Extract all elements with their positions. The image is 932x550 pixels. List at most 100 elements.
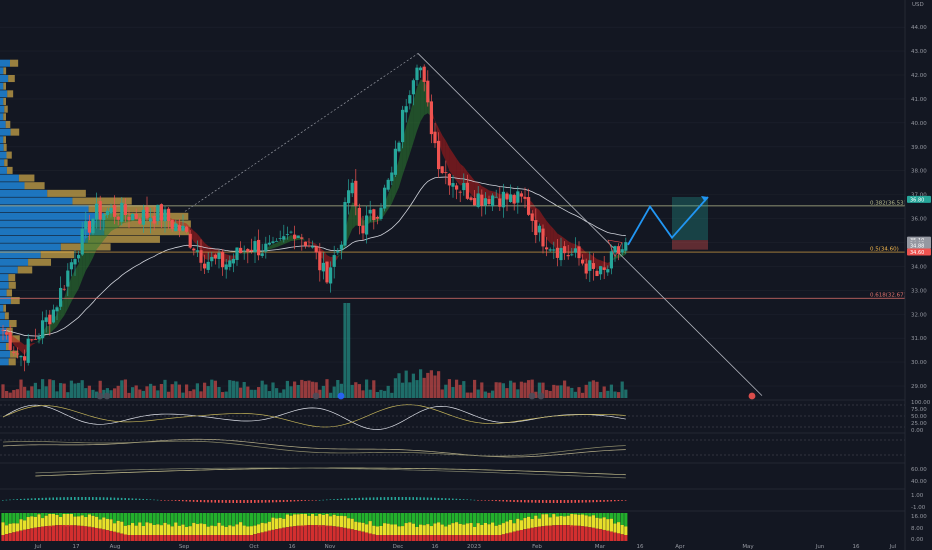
- volume-bar-113: [408, 382, 412, 398]
- candle-body-81: [293, 234, 297, 239]
- hist-bar-55: [200, 500, 202, 503]
- heat-yellow-64: [231, 526, 235, 535]
- price-label-0: 36.80: [910, 197, 924, 203]
- heat-red-115: [415, 535, 419, 541]
- pane2-tick-0: 1.00: [911, 493, 924, 499]
- ribbon-segment-9: [31, 342, 36, 346]
- volume-bar-11: [41, 379, 45, 398]
- candlesticks[interactable]: [1, 64, 628, 372]
- heat-yellow-110: [397, 526, 401, 535]
- price-tick-10: 34.00: [911, 264, 927, 270]
- volume-bar-12: [44, 386, 48, 398]
- hist-bar-166: [599, 500, 602, 502]
- candle-body-35: [127, 216, 131, 221]
- heat-red-116: [419, 535, 423, 541]
- heat-green-69: [249, 513, 253, 527]
- heat-green-100: [361, 513, 365, 523]
- heat-yellow-30: [109, 519, 113, 531]
- hist-bar-132: [477, 500, 479, 501]
- volume-profile-bar-blue-22: [0, 189, 48, 197]
- heat-yellow-23: [84, 517, 88, 527]
- heat-yellow-146: [527, 516, 531, 529]
- time-tick-10: Feb: [532, 544, 542, 550]
- heat-red-167: [602, 529, 606, 541]
- candle-body-61: [221, 251, 225, 268]
- ribbon-segment-57: [204, 242, 209, 260]
- volume-bar-121: [437, 371, 441, 398]
- heat-red-146: [527, 528, 531, 541]
- hist-bar-33: [120, 497, 123, 500]
- hist-bar-58: [210, 500, 213, 503]
- heat-green-20: [73, 513, 77, 517]
- heat-red-164: [591, 527, 595, 541]
- hist-bar-20: [74, 497, 76, 500]
- hist-bar-62: [225, 500, 227, 503]
- heat-yellow-7: [26, 517, 30, 530]
- pane-dividers: [0, 399, 932, 512]
- candle-body-88: [318, 251, 322, 271]
- hist-bar-75: [272, 500, 274, 503]
- projection-drawing[interactable]: [607, 196, 709, 258]
- candle-body-99: [357, 207, 361, 226]
- candle-body-91: [329, 267, 333, 284]
- candle-body-98: [354, 180, 358, 207]
- hist-bar-21: [77, 497, 80, 500]
- pane2-tick-1: -1.00: [911, 505, 926, 511]
- volume-bar-2: [8, 392, 12, 398]
- heat-red-108: [390, 535, 394, 541]
- volume-profile-bar-gold-2: [5, 342, 11, 351]
- volume-bar-76: [275, 388, 279, 398]
- volume-bar-46: [167, 391, 171, 398]
- heat-red-57: [206, 535, 210, 541]
- heat-yellow-83: [300, 514, 304, 527]
- volume-bar-9: [33, 382, 37, 398]
- candle-body-2: [8, 332, 12, 350]
- osc3-line-1: [35, 467, 626, 479]
- hist-bar-124: [448, 498, 450, 500]
- heat-yellow-157: [566, 515, 570, 526]
- heat-red-82: [296, 525, 300, 541]
- volume-bar-138: [498, 382, 502, 398]
- volume-profile-bar-blue-34: [0, 97, 4, 106]
- heat-green-131: [473, 513, 477, 527]
- heat-green-50: [181, 513, 185, 525]
- event-badges[interactable]: [96, 392, 756, 400]
- heat-yellow-77: [278, 517, 282, 529]
- hist-bar-79: [286, 500, 288, 502]
- heat-yellow-1: [5, 525, 9, 535]
- heat-green-56: [203, 513, 207, 525]
- price-tick-7: 37.00: [911, 193, 927, 199]
- candle-body-68: [246, 249, 250, 252]
- hist-bar-25: [92, 497, 94, 500]
- pane3-tick-1: 8.00: [911, 526, 924, 532]
- heat-yellow-148: [534, 515, 538, 528]
- time-axis[interactable]: Jul 17 Aug Sep Oct 16 Nov Dec 16 2023 Feb Mar 16 Apr M…: [34, 544, 897, 550]
- hist-bar-29: [106, 497, 108, 500]
- volume-bar-168: [606, 390, 610, 398]
- volume-bar-165: [595, 381, 599, 398]
- volume-bar-115: [415, 380, 419, 398]
- candle-body-52: [188, 233, 192, 248]
- heat-green-147: [530, 513, 534, 519]
- heat-green-12: [44, 513, 48, 516]
- heat-yellow-140: [505, 521, 509, 534]
- heat-green-124: [447, 513, 451, 525]
- heat-yellow-25: [91, 515, 95, 528]
- price-axis[interactable]: 44.00 43.00 42.00 41.00 40.00 39.00 38.00 37.00…: [904, 0, 932, 550]
- volume-bar-110: [397, 373, 401, 398]
- hist-bar-167: [603, 500, 605, 502]
- heat-yellow-37: [134, 525, 138, 535]
- candle-body-59: [213, 254, 217, 259]
- heat-green-135: [487, 513, 491, 525]
- volume-profile-bar-gold-31: [5, 120, 11, 128]
- volume-profile-bar-blue-7: [0, 304, 4, 312]
- heat-yellow-104: [375, 526, 379, 535]
- heat-red-6: [23, 529, 27, 541]
- candle-body-117: [422, 66, 426, 82]
- candle-body-129: [465, 182, 469, 199]
- hist-bar-117: [423, 497, 425, 500]
- volume-profile-bar-blue-12: [0, 266, 18, 274]
- volume-bar-97: [350, 384, 354, 398]
- candle-body-57: [206, 261, 210, 270]
- pane0-tick-4: 0.00: [911, 428, 924, 434]
